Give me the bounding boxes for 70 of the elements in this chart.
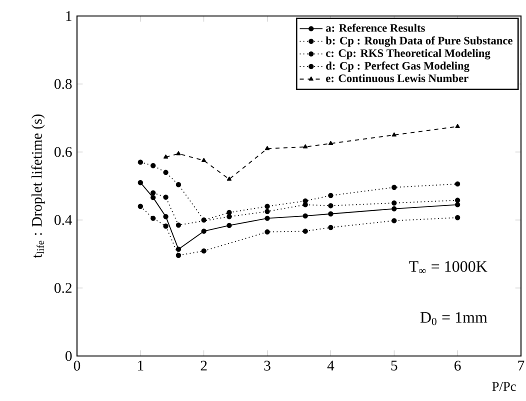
point: [264, 204, 270, 209]
point: [455, 124, 460, 128]
y-tick-label: 0.4: [54, 215, 72, 225]
point: [392, 218, 397, 224]
x-tick-label: 0: [74, 360, 80, 371]
point: [454, 198, 460, 203]
point: [302, 213, 308, 219]
y-tick-label: 0.2: [54, 283, 72, 293]
legend-label: d: Cp : Perfect Gas Modeling: [326, 62, 470, 72]
point: [264, 229, 270, 235]
point: [392, 184, 397, 190]
point: [264, 146, 270, 150]
point: [138, 204, 144, 209]
x-axis-title: P/Pc: [492, 382, 516, 391]
point: [454, 215, 460, 220]
point: [264, 208, 270, 214]
point: [176, 252, 182, 258]
point: [201, 228, 206, 234]
point: [138, 180, 144, 186]
legend-label: a: Reference Results: [326, 24, 425, 32]
x-tick-label: 1: [138, 360, 144, 370]
point: [163, 224, 168, 229]
point: [328, 192, 334, 198]
legend-label: b: Cp : Rough Data of Pure Substance: [326, 36, 512, 47]
point: [454, 181, 460, 187]
y-tick-label: 0.8: [54, 79, 72, 89]
point: [302, 228, 308, 234]
annotation: D$_{0}$ = 1mm: [420, 312, 488, 326]
point: [202, 158, 206, 162]
point: [201, 248, 206, 254]
point: [163, 194, 168, 200]
legend-label: e: Continuous Lewis Number: [326, 74, 468, 82]
point: [454, 202, 460, 208]
point: [176, 151, 181, 156]
point: [226, 222, 232, 228]
point: [303, 144, 308, 148]
point: [150, 163, 156, 168]
point: [392, 132, 396, 137]
point: [328, 224, 334, 230]
point: [328, 211, 334, 216]
legend-label: c: Cp: RKS Theoretical Modeling: [326, 49, 490, 60]
point: [176, 182, 182, 188]
point: [176, 222, 182, 228]
point: [138, 160, 144, 165]
y-tick-label: 1: [66, 11, 72, 21]
point: [163, 154, 168, 159]
point: [328, 140, 334, 146]
point: [328, 203, 334, 208]
point: [392, 206, 397, 212]
point: [226, 176, 232, 181]
point: [226, 210, 232, 216]
x-tick-label: 3: [264, 360, 270, 371]
point: [150, 216, 156, 221]
point: [176, 246, 182, 252]
point: [150, 194, 156, 200]
x-tick-label: 6: [454, 360, 461, 371]
x-tick-label: 2: [200, 360, 207, 370]
y-tick-label: 0: [66, 351, 72, 361]
x-tick-label: 7: [518, 360, 524, 370]
x-tick-label: 4: [327, 360, 334, 370]
annotation: T$_{∞}$ = 1000K: [409, 261, 488, 274]
point: [264, 216, 270, 221]
y-tick-label: 0.6: [54, 147, 72, 157]
y-axis-title: t$_{life}$ : Droplet lifetime (s): [31, 114, 45, 258]
point: [163, 214, 168, 220]
point: [150, 190, 156, 196]
point: [201, 217, 206, 223]
point: [163, 170, 168, 176]
x-tick-label: 5: [391, 360, 398, 370]
point: [392, 200, 397, 206]
